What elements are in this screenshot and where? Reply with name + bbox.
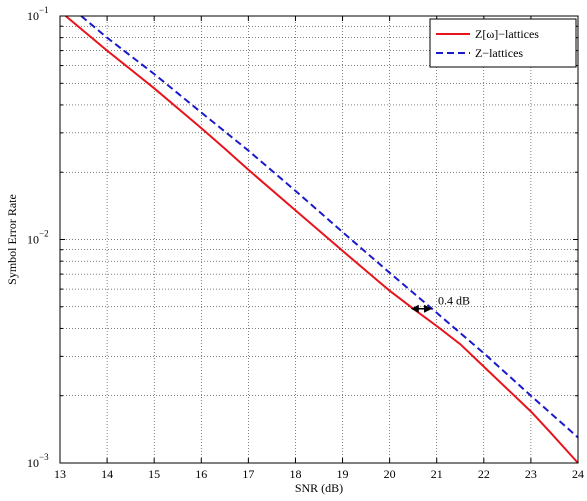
x-tick-label: 20 — [384, 467, 396, 481]
grid — [60, 16, 578, 463]
ticks — [59, 15, 579, 464]
x-tick-label: 24 — [572, 467, 584, 481]
x-tick-label: 19 — [337, 467, 349, 481]
x-tick-label: 16 — [195, 467, 207, 481]
series-group — [65, 15, 579, 464]
x-tick-label: 17 — [242, 467, 254, 481]
annotation: 0.4 dB — [410, 294, 470, 313]
annotation-arrowhead-right — [424, 304, 433, 313]
series-line-2 — [80, 15, 579, 439]
y-axis-label: Symbol Error Rate — [5, 194, 19, 285]
legend-label-1: Z[ω]−lattices — [475, 27, 539, 41]
annotation-label: 0.4 dB — [438, 294, 470, 308]
y-tick-label: 10 — [27, 233, 39, 247]
legend: Z[ω]−lattices Z−lattices — [429, 18, 577, 68]
series-line-1 — [65, 15, 579, 464]
legend-box — [429, 18, 577, 68]
x-tick-label: 23 — [525, 467, 537, 481]
y-tick-label: 10 — [27, 9, 39, 23]
y-tick-exponent: −2 — [39, 229, 49, 239]
x-tick-label: 14 — [101, 467, 113, 481]
annotation-arrowhead-left — [410, 304, 419, 313]
x-tick-label: 21 — [431, 467, 443, 481]
x-axis-label: SNR (dB) — [295, 481, 343, 495]
y-tick-label: 10 — [27, 456, 39, 470]
y-tick-exponent: −3 — [39, 452, 49, 462]
x-tick-label: 13 — [54, 467, 66, 481]
legend-label-2: Z−lattices — [475, 46, 523, 60]
y-tick-exponent: −1 — [39, 5, 49, 15]
x-tick-label: 18 — [289, 467, 301, 481]
x-tick-label: 22 — [478, 467, 490, 481]
x-tick-label: 15 — [148, 467, 160, 481]
